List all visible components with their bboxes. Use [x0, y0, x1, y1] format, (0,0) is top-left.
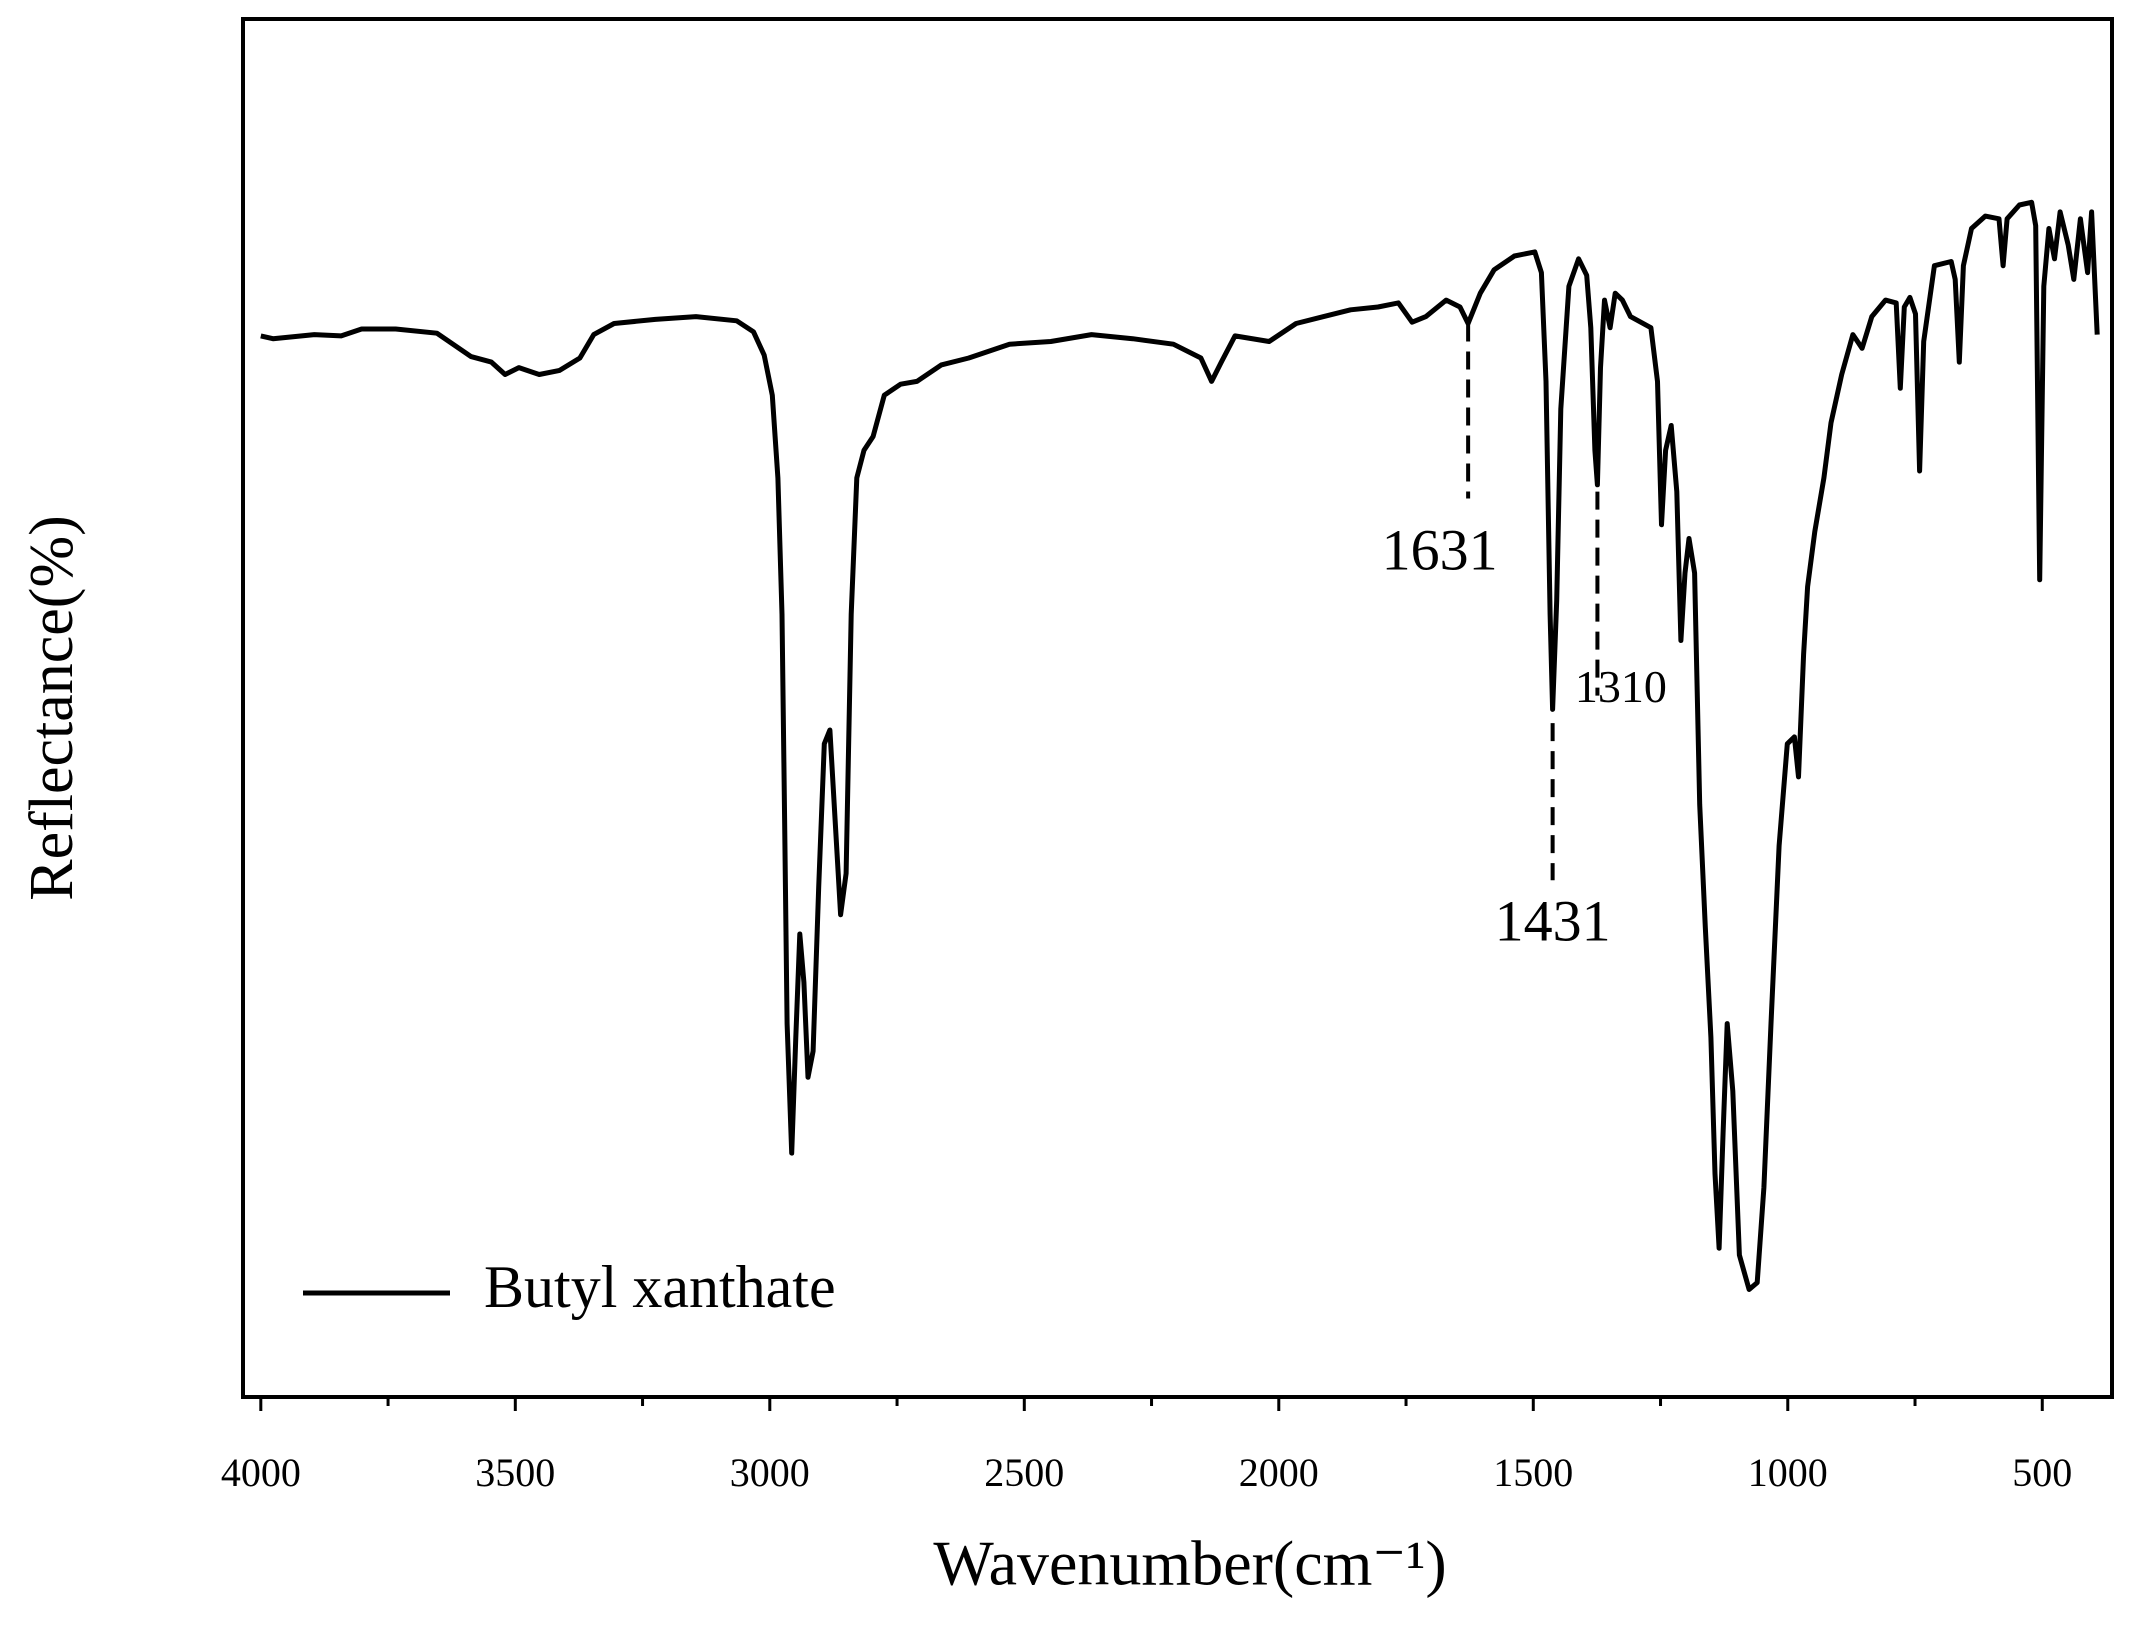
annotation-label: 1631	[1382, 518, 1498, 583]
x-axis-label: Wavenumber(cm⁻¹)	[933, 1528, 1446, 1599]
y-axis-label: Reflectance(%)	[18, 515, 86, 901]
x-tick-label: 3000	[730, 1450, 810, 1495]
x-tick-label: 2000	[1239, 1450, 1319, 1495]
x-tick-label: 500	[2012, 1450, 2072, 1495]
legend-label: Butyl xanthate	[484, 1254, 836, 1320]
annotation-label: 1310	[1575, 661, 1667, 712]
x-tick-label: 2500	[984, 1450, 1064, 1495]
spectrum-line	[260, 199, 2100, 1292]
x-tick-label: 1500	[1493, 1450, 1573, 1495]
annotation-label: 1431	[1495, 888, 1611, 953]
plot-frame	[241, 17, 2114, 1399]
x-tick-label: 3500	[475, 1450, 555, 1495]
x-tick-label: 4000	[221, 1450, 301, 1495]
x-tick-label: 1000	[1748, 1450, 1828, 1495]
